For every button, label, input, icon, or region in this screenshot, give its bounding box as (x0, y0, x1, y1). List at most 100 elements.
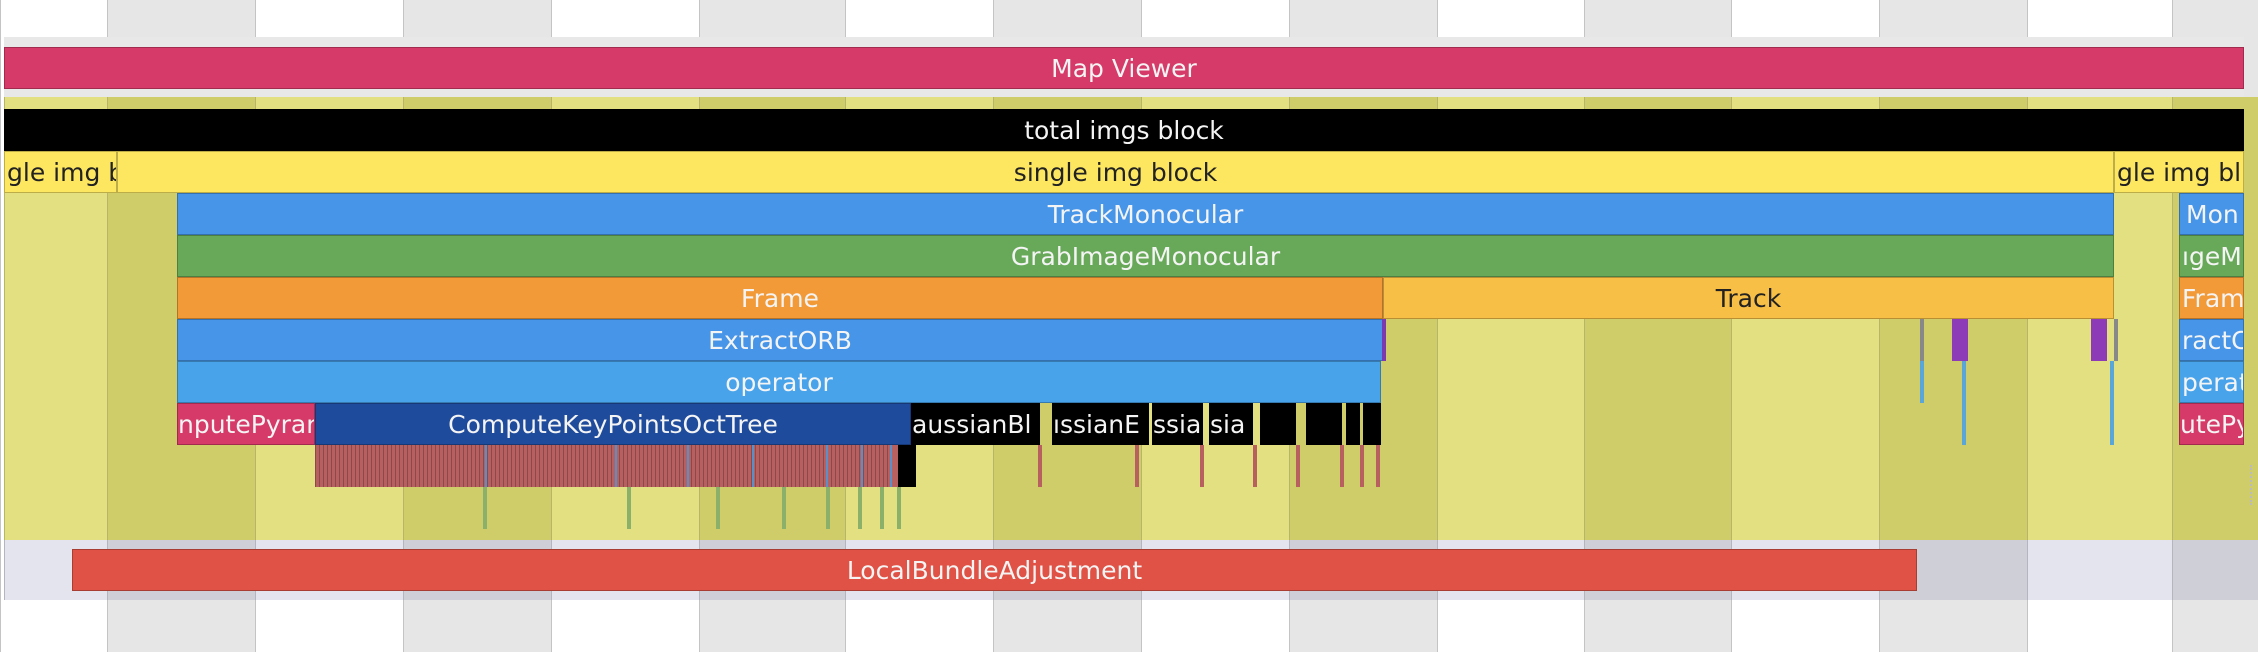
octtree-subslice (835, 445, 836, 487)
event-tick[interactable] (2110, 361, 2114, 445)
grab-image-monocular-right-slice[interactable]: ıgeM (2179, 235, 2244, 277)
octtree-subslice (727, 445, 728, 487)
extract-orb-right-slice[interactable]: ractC (2179, 319, 2244, 361)
octtree-subslice (359, 445, 360, 487)
gaussian-blur-slice-7[interactable] (1346, 403, 1360, 445)
extract-orb-slice[interactable]: ExtractORB (177, 319, 1383, 361)
compute-pyramid-right-slice[interactable]: utePy (2179, 403, 2244, 445)
event-tick[interactable] (2091, 319, 2107, 361)
single-img-block-left-slice[interactable]: gle img b (4, 151, 117, 193)
octtree-subslice (575, 445, 576, 487)
octtree-subslice (555, 445, 556, 487)
octtree-subslice (591, 445, 592, 487)
octtree-subslice (531, 445, 532, 487)
event-tick[interactable] (1200, 445, 1204, 487)
event-tick[interactable] (1253, 445, 1257, 487)
octtree-subslice (355, 445, 356, 487)
octtree-subslice-marker (861, 445, 863, 487)
octtree-subslice (419, 445, 420, 487)
single-img-block-slice[interactable]: single img block (117, 151, 2114, 193)
event-tick[interactable] (1296, 445, 1300, 487)
event-tick[interactable] (1360, 445, 1364, 487)
octtree-subslice (855, 445, 856, 487)
event-tick[interactable] (2114, 319, 2118, 361)
octtree-subslice (723, 445, 724, 487)
gaussian-blur-slice-2[interactable]: ıssianE (1052, 403, 1149, 445)
local-bundle-adjustment-slice[interactable]: LocalBundleAdjustment (72, 549, 1917, 591)
event-tick[interactable] (1382, 319, 1386, 361)
octtree-subslice (767, 445, 768, 487)
event-tick[interactable] (627, 487, 631, 529)
grab-image-monocular-slice[interactable]: GrabImageMonocular (177, 235, 2114, 277)
gaussian-blur-slice-4[interactable]: sia (1209, 403, 1253, 445)
octtree-subslice (399, 445, 400, 487)
track-monocular-slice[interactable]: TrackMonocular (177, 193, 2114, 235)
operator-slice[interactable]: operator (177, 361, 1381, 403)
octtree-subslice (435, 445, 436, 487)
octtree-subslice (407, 445, 408, 487)
map-viewer-slice[interactable]: Map Viewer (4, 47, 2244, 89)
octtree-subslice (699, 445, 700, 487)
octtree-subslice (479, 445, 480, 487)
event-tick[interactable] (1038, 445, 1042, 487)
octtree-subslice (739, 445, 740, 487)
event-tick[interactable] (826, 487, 830, 529)
octtree-subslice (783, 445, 784, 487)
octtree-subslice (483, 445, 484, 487)
operator-right-slice[interactable]: perat (2179, 361, 2244, 403)
ba-lane-stripe (2027, 540, 2172, 600)
distribute-octtree-slices[interactable] (315, 445, 911, 487)
event-tick[interactable] (716, 487, 720, 529)
octtree-subslice (443, 445, 444, 487)
event-tick[interactable] (782, 487, 786, 529)
compute-keypoints-octtree-slice[interactable]: ComputeKeyPointsOctTree (315, 403, 911, 445)
event-tick[interactable] (1340, 445, 1344, 487)
total-imgs-block-slice[interactable]: total imgs block (4, 109, 2244, 151)
frame-slice[interactable]: Frame (177, 277, 1383, 319)
gaussian-blur-slice-3[interactable]: ssiar (1152, 403, 1203, 445)
octtree-subslice (807, 445, 808, 487)
event-tick[interactable] (1135, 445, 1139, 487)
octtree-subslice (703, 445, 704, 487)
octtree-subslice (467, 445, 468, 487)
octtree-subslice (351, 445, 352, 487)
octtree-subslice (867, 445, 868, 487)
gaussian-blur-slice-5[interactable] (1260, 403, 1296, 445)
event-tick[interactable] (1962, 361, 1966, 445)
octtree-subslice (579, 445, 580, 487)
octtree-subslice (695, 445, 696, 487)
event-tick[interactable] (1376, 445, 1380, 487)
compute-pyramid-slice[interactable]: nputePyran (177, 403, 315, 445)
octtree-subslice (367, 445, 368, 487)
single-img-block-right-slice[interactable]: gle img bl (2114, 151, 2244, 193)
octtree-subslice (639, 445, 640, 487)
ba-lane-stripe (2172, 540, 2258, 600)
octtree-subslice (427, 445, 428, 487)
gaussian-blur-slice-6[interactable] (1306, 403, 1342, 445)
octtree-subslice (315, 445, 316, 487)
frame-right-slice[interactable]: Fram (2179, 277, 2244, 319)
octtree-subslice (879, 445, 880, 487)
event-tick[interactable] (858, 487, 862, 529)
octtree-subslice (847, 445, 848, 487)
gaussian-blur-slice-8[interactable] (1363, 403, 1381, 445)
octtree-subslice (691, 445, 692, 487)
octtree-subslice (755, 445, 756, 487)
resize-handle[interactable] (2250, 465, 2256, 505)
track-slice[interactable]: Track (1383, 277, 2114, 319)
octtree-subslice (671, 445, 672, 487)
octtree-subslice (331, 445, 332, 487)
event-tick[interactable] (1920, 361, 1924, 403)
octtree-subslice (335, 445, 336, 487)
event-tick[interactable] (1920, 319, 1924, 361)
event-tick[interactable] (880, 487, 884, 529)
event-tick[interactable] (897, 487, 901, 529)
event-tick[interactable] (1952, 319, 1968, 361)
octtree-subslice (663, 445, 664, 487)
gaussian-blur-slice-1[interactable]: aussianBl (911, 403, 1040, 445)
octtree-subslice (831, 445, 832, 487)
event-tick[interactable] (483, 487, 487, 529)
octtree-subslice (363, 445, 364, 487)
track-monocular-right-slice[interactable]: Mon (2179, 193, 2244, 235)
octtree-subslice (747, 445, 748, 487)
